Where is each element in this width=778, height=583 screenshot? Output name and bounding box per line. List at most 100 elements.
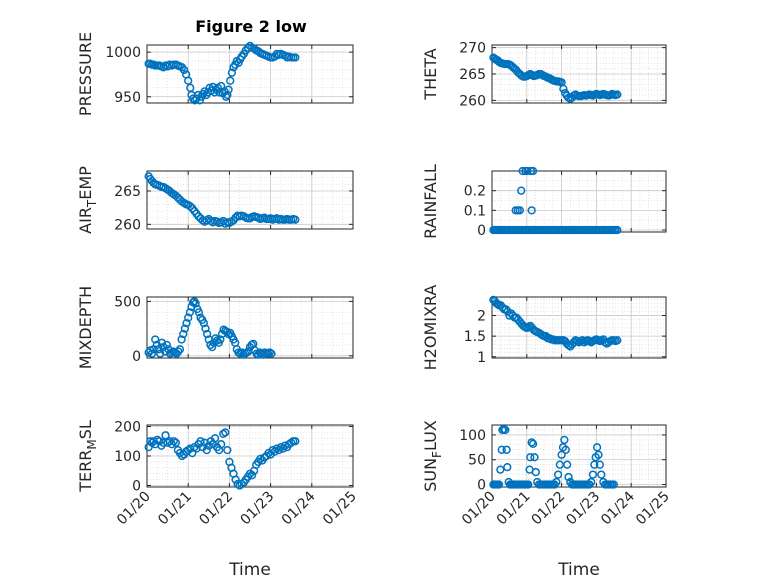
data-point — [613, 336, 622, 345]
data-point — [515, 206, 524, 215]
data-point — [180, 324, 190, 333]
data-point — [202, 445, 211, 455]
y-axis-label: SUNFLUX — [421, 420, 444, 492]
data-point — [231, 475, 240, 484]
data-point — [203, 329, 212, 339]
data-point — [523, 166, 532, 176]
data-point — [530, 453, 539, 462]
data-point — [182, 318, 191, 328]
data-point — [527, 206, 536, 215]
data-point — [186, 202, 195, 211]
data-point — [155, 437, 164, 446]
y-tick-label: 50 — [468, 453, 486, 469]
subplot-mixdepth: 0 500 MIXDEPTH — [76, 286, 354, 369]
data-point — [526, 453, 535, 462]
data-point — [191, 299, 200, 308]
data-point — [502, 445, 511, 454]
data-point — [174, 347, 183, 356]
x-tick-label: 01/20 — [459, 489, 499, 529]
y-axis-label-main: H2OMIXRA — [421, 285, 440, 371]
data-point — [184, 76, 193, 85]
data-point — [527, 438, 536, 447]
axes-frame — [146, 170, 354, 230]
y-axis-label: PRESSURE — [76, 32, 95, 116]
series-markers — [144, 172, 300, 228]
data-point — [497, 445, 506, 454]
data-point — [161, 431, 170, 440]
data-point — [501, 305, 511, 314]
data-point — [179, 65, 189, 75]
x-tick-label: 01/22 — [529, 489, 569, 529]
data-point — [609, 480, 618, 489]
data-point — [291, 215, 300, 224]
data-point — [563, 460, 572, 469]
data-point — [157, 338, 166, 347]
data-point — [267, 349, 276, 358]
data-point — [588, 470, 598, 479]
y-axis-label-tail: EMP — [76, 166, 95, 200]
data-point — [247, 471, 257, 480]
y-axis-label-tail: LUX — [421, 420, 440, 451]
y-tick-label: 1.5 — [464, 329, 486, 345]
data-point — [555, 460, 565, 469]
data-point — [590, 460, 599, 469]
data-point — [171, 438, 180, 447]
data-point — [559, 84, 568, 93]
data-point — [224, 85, 233, 94]
y-axis-label: TERRMSL — [76, 420, 99, 493]
y-tick-label: 200 — [114, 419, 141, 435]
y-tick-label: 0 — [477, 478, 486, 494]
y-tick-label: 265 — [114, 184, 141, 200]
y-axis-label-main: TERR — [76, 450, 95, 493]
y-axis-label: THETA — [421, 48, 440, 100]
data-point — [496, 465, 505, 474]
data-point — [177, 335, 186, 344]
data-point — [156, 349, 165, 358]
y-axis-label: H2OMIXRA — [421, 285, 440, 371]
data-point — [194, 308, 204, 317]
axes-frame — [491, 296, 667, 359]
subplot-rainfall: 0 0.1 0.2 RAINFALL — [421, 164, 667, 239]
data-point — [216, 335, 225, 344]
series-markers — [489, 166, 622, 235]
x-axis-label: Time — [228, 560, 271, 580]
x-tick-label: 01/22 — [196, 489, 236, 529]
data-point — [597, 470, 606, 479]
data-point — [561, 445, 570, 454]
data-point — [226, 76, 235, 85]
x-tick-label: 01/23 — [238, 489, 278, 529]
data-point — [207, 342, 217, 352]
y-tick-label: 0 — [477, 223, 486, 239]
y-tick-label: 1000 — [105, 45, 141, 61]
y-tick-label: 950 — [114, 90, 141, 106]
y-axis-label-main: SUN — [421, 458, 440, 492]
data-point — [217, 440, 226, 449]
y-axis-label-main: AIR — [76, 207, 95, 234]
data-point — [151, 335, 160, 344]
y-axis-label-subscript: M — [85, 439, 99, 449]
data-point — [227, 68, 237, 77]
data-point — [517, 186, 526, 195]
data-point — [175, 345, 185, 354]
data-point — [494, 480, 504, 489]
data-point — [184, 313, 193, 322]
x-tick-label: 01/24 — [598, 488, 638, 528]
subplot-pressure: 950 1000 PRESSURE — [76, 32, 354, 116]
y-axis-label-main: MIXDEPTH — [76, 286, 95, 369]
y-tick-label: 260 — [459, 93, 486, 109]
figure-title: Figure 2 low — [195, 17, 307, 36]
data-point — [221, 428, 230, 437]
data-point — [210, 434, 220, 443]
y-tick-label: 0.1 — [464, 203, 486, 219]
data-point — [204, 441, 213, 450]
y-tick-label: 100 — [459, 428, 486, 444]
y-axis-label-main: PRESSURE — [76, 32, 95, 116]
data-point — [223, 445, 232, 455]
y-tick-label: 1 — [477, 350, 486, 366]
y-tick-label: 0.2 — [464, 184, 486, 200]
data-point — [560, 435, 569, 445]
